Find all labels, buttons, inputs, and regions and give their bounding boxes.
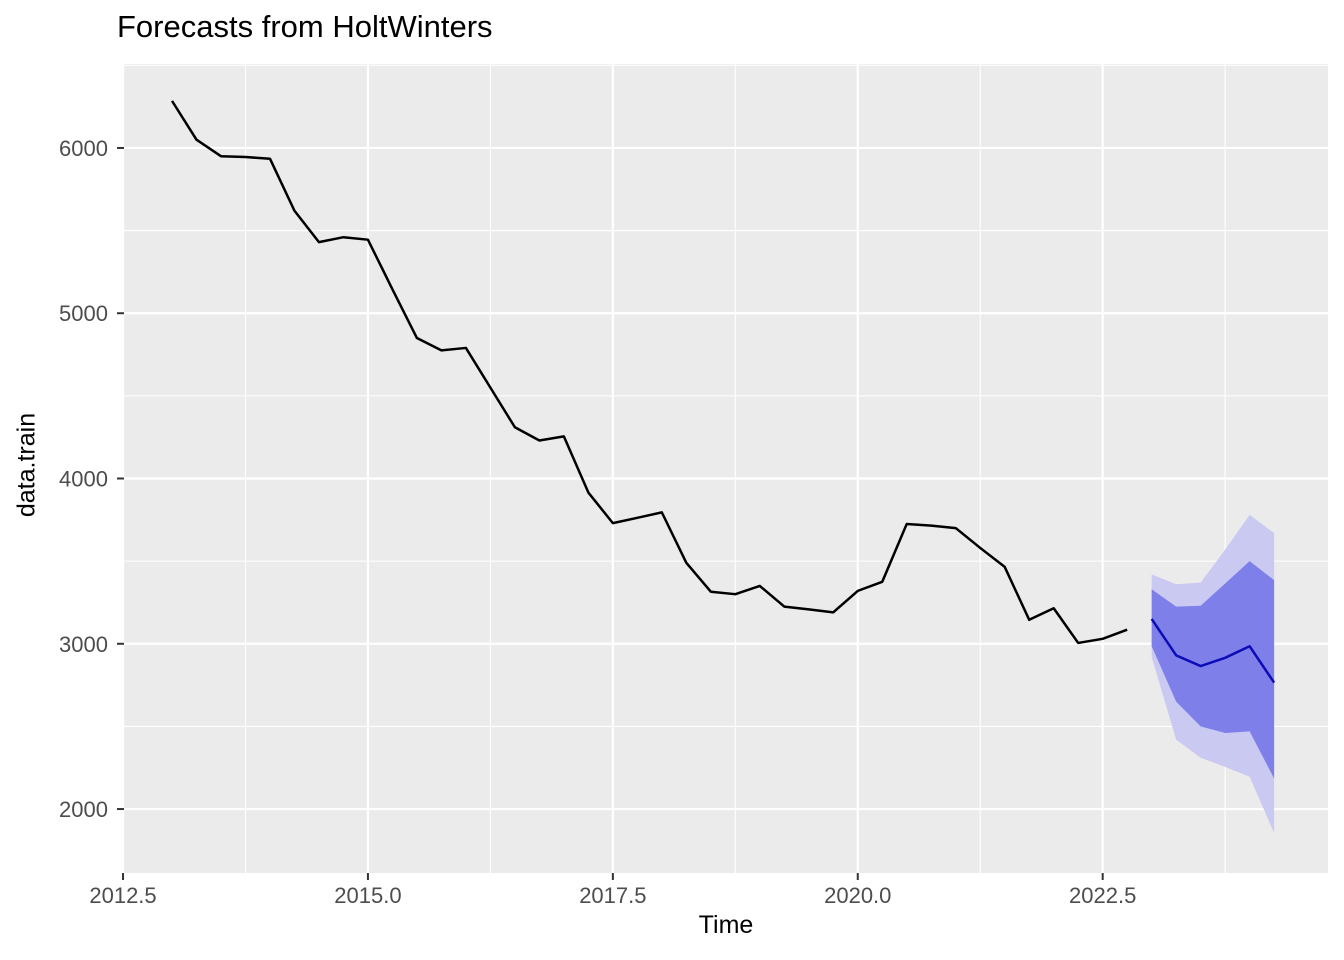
forecast-mean-line [1150,618,1276,684]
historical-line [170,100,1128,645]
x-axis-title: Time [698,911,754,939]
plot-panel [124,64,1328,873]
interval-80-ribbon [1151,561,1275,779]
chart-title: Forecasts from HoltWinters [117,9,493,44]
y-tick-label: 5000 [59,301,108,326]
y-tick-label: 2000 [59,797,108,822]
x-tick-label: 2012.5 [89,883,156,908]
y-tick-label: 3000 [59,632,108,657]
x-tick-label: 2015.0 [334,883,401,908]
x-tick-label: 2022.5 [1069,883,1136,908]
x-tick-label: 2020.0 [824,883,891,908]
y-tick-label: 4000 [59,466,108,491]
y-tick-label: 6000 [59,136,108,161]
x-tick-label: 2017.5 [579,883,646,908]
